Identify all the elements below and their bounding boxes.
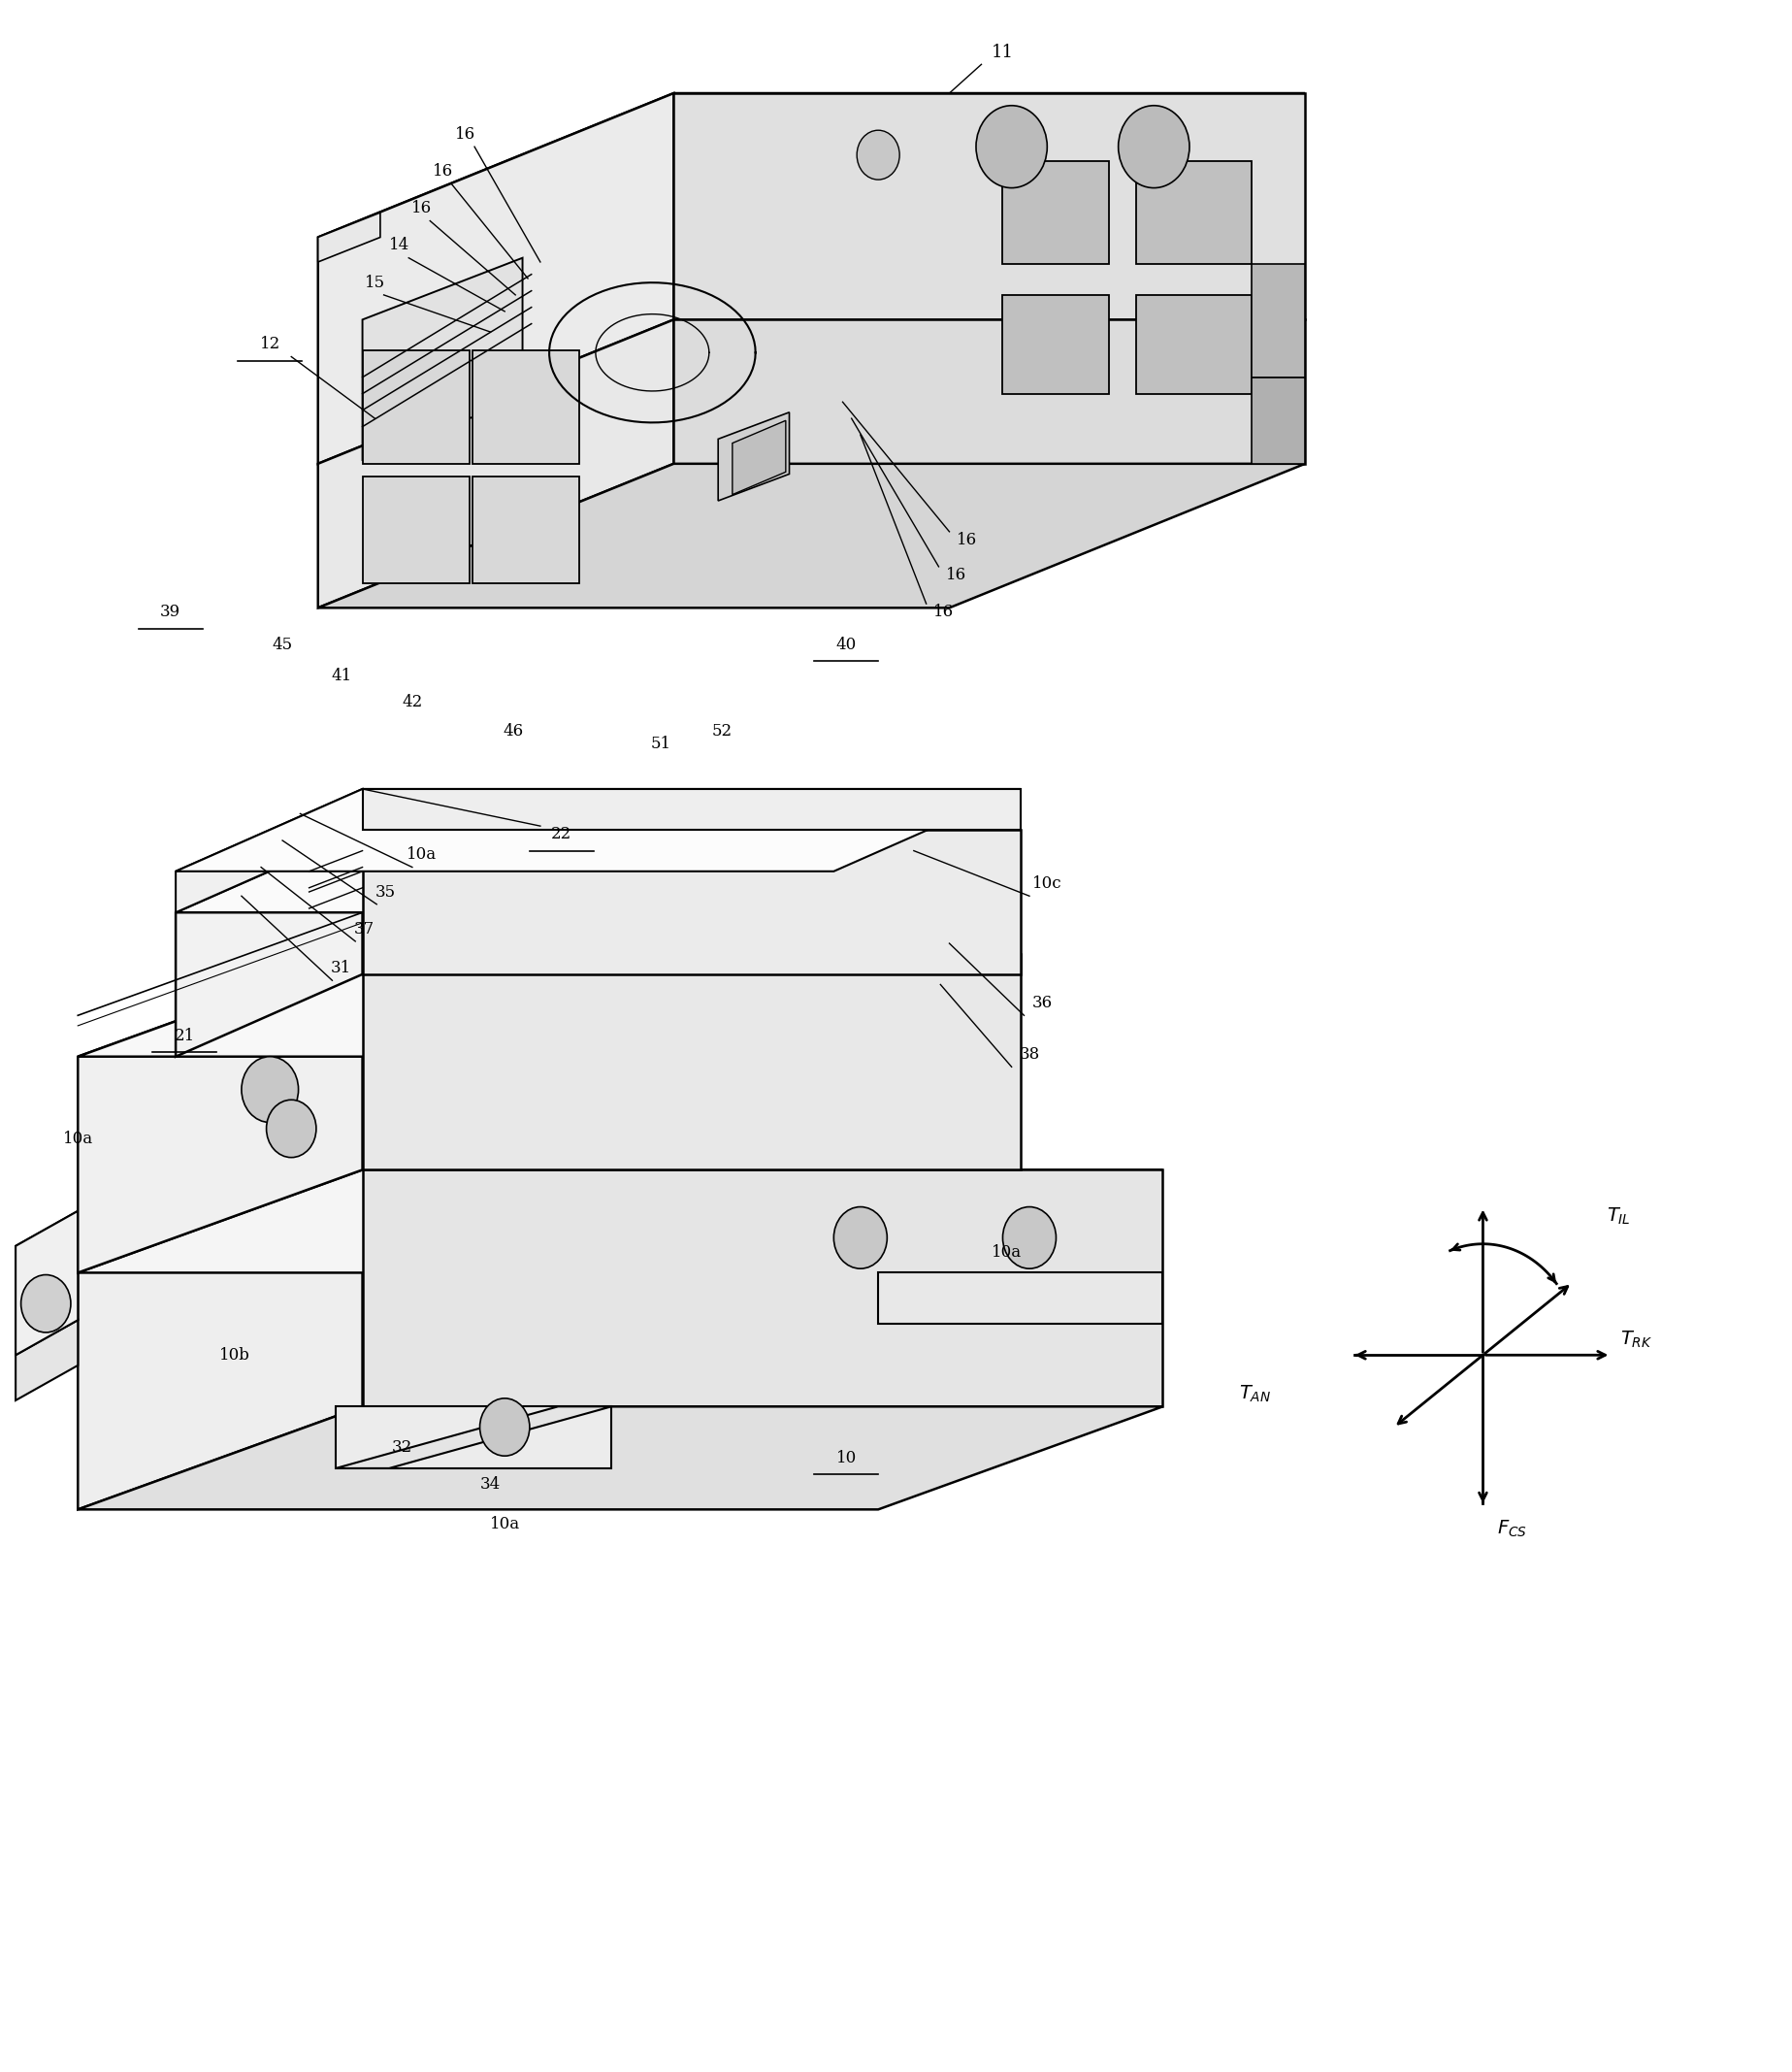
Polygon shape bbox=[362, 257, 523, 460]
Circle shape bbox=[267, 1100, 315, 1158]
Polygon shape bbox=[77, 953, 362, 1272]
Circle shape bbox=[977, 106, 1047, 189]
Polygon shape bbox=[317, 93, 674, 464]
Text: 10a: 10a bbox=[991, 1243, 1021, 1260]
Circle shape bbox=[22, 1274, 70, 1332]
Text: 16: 16 bbox=[934, 603, 955, 620]
Polygon shape bbox=[1251, 263, 1305, 377]
Polygon shape bbox=[176, 831, 1020, 912]
Text: $T_{AN}$: $T_{AN}$ bbox=[1240, 1384, 1271, 1405]
Polygon shape bbox=[674, 93, 1305, 319]
Bar bbox=[1004, 294, 1109, 394]
Polygon shape bbox=[674, 319, 1305, 464]
Text: 36: 36 bbox=[1032, 995, 1052, 1011]
Polygon shape bbox=[1251, 377, 1305, 464]
Polygon shape bbox=[77, 1407, 1163, 1510]
Text: $T_{IL}$: $T_{IL}$ bbox=[1607, 1206, 1631, 1227]
Bar bbox=[473, 350, 579, 464]
Text: 31: 31 bbox=[332, 959, 351, 976]
Text: 10a: 10a bbox=[63, 1131, 93, 1148]
Text: 16: 16 bbox=[946, 566, 966, 582]
Polygon shape bbox=[16, 1320, 77, 1401]
Text: 40: 40 bbox=[835, 636, 857, 653]
Text: 42: 42 bbox=[401, 694, 423, 711]
Text: 14: 14 bbox=[389, 238, 410, 253]
Polygon shape bbox=[362, 789, 1020, 831]
Circle shape bbox=[1004, 1206, 1055, 1268]
Polygon shape bbox=[362, 1171, 1163, 1407]
Polygon shape bbox=[878, 1272, 1163, 1324]
Polygon shape bbox=[16, 1210, 77, 1355]
Text: 16: 16 bbox=[410, 201, 432, 218]
Text: 51: 51 bbox=[650, 736, 672, 752]
Circle shape bbox=[242, 1057, 299, 1123]
Text: 35: 35 bbox=[375, 883, 396, 899]
Bar bbox=[1136, 294, 1251, 394]
Bar bbox=[473, 477, 579, 582]
Text: 46: 46 bbox=[504, 723, 523, 740]
Bar bbox=[1136, 162, 1251, 263]
Text: 45: 45 bbox=[272, 636, 292, 653]
Text: 32: 32 bbox=[391, 1440, 412, 1457]
Polygon shape bbox=[77, 953, 1020, 1057]
Text: 10: 10 bbox=[835, 1450, 857, 1467]
Text: 10a: 10a bbox=[489, 1515, 520, 1531]
Polygon shape bbox=[176, 789, 1020, 872]
Text: 10c: 10c bbox=[1032, 876, 1063, 891]
Text: 10b: 10b bbox=[219, 1347, 249, 1363]
Text: 10a: 10a bbox=[407, 847, 435, 864]
Polygon shape bbox=[317, 464, 1305, 607]
Polygon shape bbox=[719, 412, 788, 501]
Polygon shape bbox=[362, 831, 1020, 974]
Text: $T_{RK}$: $T_{RK}$ bbox=[1620, 1330, 1652, 1351]
Polygon shape bbox=[16, 1210, 77, 1355]
Text: 34: 34 bbox=[480, 1477, 500, 1494]
Polygon shape bbox=[176, 831, 362, 1057]
Circle shape bbox=[1118, 106, 1190, 189]
Polygon shape bbox=[317, 319, 674, 607]
Polygon shape bbox=[362, 953, 1020, 1171]
Text: 21: 21 bbox=[174, 1028, 195, 1044]
Polygon shape bbox=[335, 1407, 611, 1469]
Text: $F_{CS}$: $F_{CS}$ bbox=[1496, 1519, 1527, 1539]
Text: 39: 39 bbox=[159, 603, 181, 620]
Text: 16: 16 bbox=[957, 533, 977, 549]
Circle shape bbox=[480, 1399, 530, 1457]
Text: 52: 52 bbox=[711, 723, 731, 740]
Bar bbox=[362, 477, 470, 582]
Text: 41: 41 bbox=[332, 667, 351, 684]
Text: 38: 38 bbox=[1020, 1046, 1039, 1063]
Bar bbox=[362, 350, 470, 464]
Circle shape bbox=[857, 131, 900, 180]
Bar bbox=[1004, 162, 1109, 263]
Polygon shape bbox=[317, 93, 1305, 238]
Text: 16: 16 bbox=[432, 164, 453, 180]
Polygon shape bbox=[317, 213, 380, 261]
Polygon shape bbox=[733, 421, 785, 495]
Circle shape bbox=[833, 1206, 887, 1268]
Polygon shape bbox=[335, 1407, 611, 1469]
Polygon shape bbox=[77, 1171, 362, 1510]
Text: 12: 12 bbox=[260, 336, 280, 352]
Polygon shape bbox=[176, 789, 362, 912]
Text: 15: 15 bbox=[364, 274, 385, 290]
Text: 37: 37 bbox=[353, 920, 375, 937]
Text: 11: 11 bbox=[991, 44, 1014, 60]
Text: 22: 22 bbox=[552, 827, 572, 843]
Polygon shape bbox=[77, 1171, 1163, 1272]
Text: 16: 16 bbox=[455, 126, 477, 143]
